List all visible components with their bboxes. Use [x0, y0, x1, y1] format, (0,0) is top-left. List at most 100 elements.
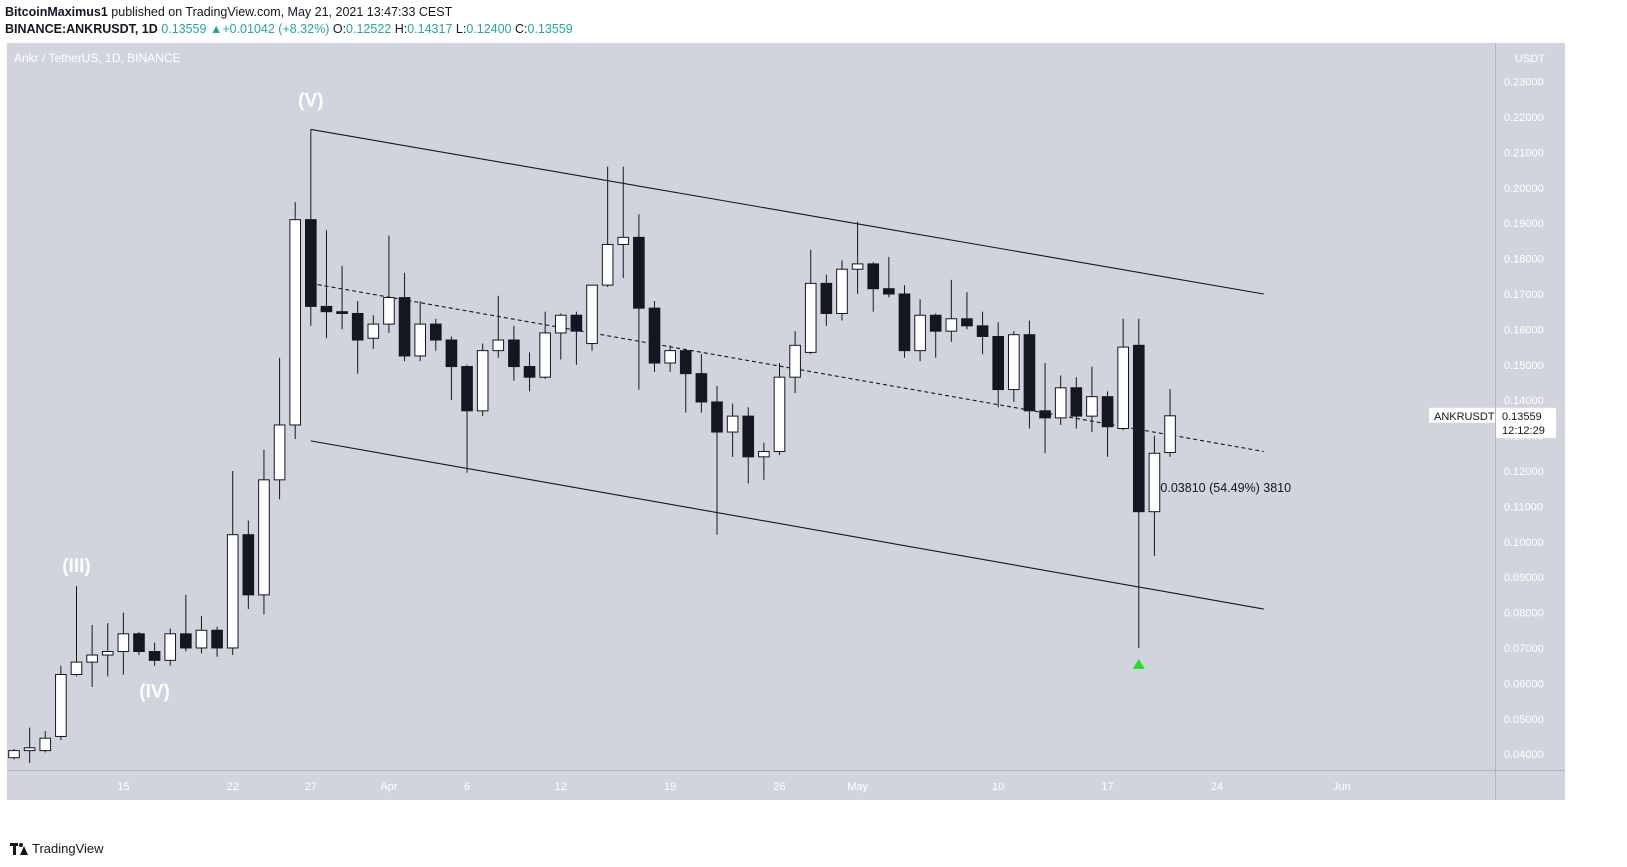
high-label: H: [394, 22, 408, 36]
candle-down [883, 288, 895, 295]
candle-down [211, 629, 223, 649]
candle-down [742, 415, 755, 458]
price-tick-label: 0.06000 [1504, 678, 1544, 690]
change-arrow-icon: ▲ [209, 22, 223, 36]
candle-up [554, 314, 567, 334]
candle-up [8, 750, 20, 759]
candle-up [1164, 415, 1176, 454]
candle-down [305, 219, 317, 307]
candle-up [945, 318, 958, 332]
candle-down [976, 325, 989, 337]
candle-up [226, 534, 239, 649]
candle-up [70, 661, 83, 676]
price-tick-label: 0.23000 [1504, 77, 1544, 89]
candle-down [1023, 334, 1036, 412]
time-tick-label: 24 [1211, 781, 1223, 793]
candle-down [961, 318, 973, 327]
price-tick-label: 0.11000 [1504, 501, 1543, 513]
published-text: published on TradingView.com, May 21, 20… [107, 5, 453, 19]
price-tick-label: 0.17000 [1504, 289, 1544, 301]
candle-up [617, 236, 630, 245]
candle-up [195, 629, 208, 649]
price-tick-label: 0.18000 [1504, 254, 1544, 266]
candle-up [586, 284, 598, 345]
candle-up [1086, 396, 1098, 417]
candle-up [258, 479, 270, 596]
countdown-label: 12:12:29 [1502, 425, 1545, 437]
time-tick-label: 6 [464, 781, 470, 793]
candle-down [898, 293, 911, 352]
high-value: 0.14317 [407, 22, 453, 36]
candle-up [476, 350, 489, 412]
price-tick-label: 0.15000 [1504, 360, 1544, 372]
candle-down [461, 366, 473, 412]
candle-down [867, 263, 880, 290]
time-ticks: 15 22 27 Apr 6 12 19 26 May 10 17 24 Jun [117, 781, 1351, 793]
candle-up [1008, 334, 1020, 391]
time-tick-label: 15 [117, 781, 129, 793]
candle-down [320, 305, 333, 313]
open-label: O: [332, 22, 347, 36]
candle-down [351, 312, 364, 341]
tradingview-logo-icon [10, 842, 28, 855]
candle-down [820, 282, 833, 314]
candle-down [992, 335, 1005, 391]
candle-up [383, 297, 395, 325]
low-label: L: [455, 22, 467, 36]
candle-down [398, 297, 411, 357]
price-tag-box [1496, 407, 1556, 438]
arrow-up-icon [1132, 658, 1145, 669]
price-tick-label: 0.20000 [1504, 183, 1544, 195]
candle-down [1070, 387, 1083, 417]
close-value: 0.13559 [527, 22, 573, 36]
candle-down [429, 323, 442, 341]
author-name[interactable]: BitcoinMaximus1 [5, 5, 108, 19]
candle-down [695, 373, 708, 403]
candle-up [804, 282, 817, 353]
time-tick-label: 10 [992, 781, 1004, 793]
candle-down [633, 236, 645, 309]
time-tick-label: 22 [227, 781, 239, 793]
price-tick-label: 0.22000 [1504, 112, 1544, 124]
last-price-tag: ANKRUSDT 0.13559 12:12:29 [1429, 407, 1556, 438]
candle-down [133, 633, 145, 653]
candle-up [492, 339, 505, 352]
price-tick-label: 0.12000 [1504, 466, 1544, 478]
last-price: 0.13559 [161, 22, 207, 36]
candle-up [164, 633, 177, 661]
price-tick-label: 0.08000 [1504, 608, 1544, 620]
price-tick-label: 0.09000 [1504, 572, 1544, 584]
price-tick-label: 0.21000 [1504, 147, 1544, 159]
candle-up [758, 451, 770, 458]
candle-up [789, 344, 801, 378]
candle-up [726, 415, 739, 433]
candle-up [117, 633, 130, 653]
price-tick-label: 0.14000 [1504, 395, 1544, 407]
price-ticks: 0.04000 0.05000 0.06000 0.07000 0.08000 0.090… [1504, 77, 1544, 762]
candle-down [1132, 344, 1145, 513]
candle-up [539, 332, 551, 378]
time-tick-label: May [847, 781, 868, 793]
candle-up [86, 654, 98, 663]
candle-down [180, 633, 192, 649]
change-value: +0.01042 (+8.32%) [222, 22, 330, 36]
wave-label: (V) [298, 90, 323, 111]
price-tick-label: 0.10000 [1504, 537, 1544, 549]
time-tick-label: Apr [380, 781, 397, 793]
candle-up [914, 314, 926, 352]
candle-up [851, 263, 864, 270]
price-tick-label: 0.04000 [1504, 749, 1544, 761]
open-value: 0.12522 [346, 22, 392, 36]
time-tick-label: 26 [773, 781, 785, 793]
time-tick-label: 17 [1101, 781, 1113, 793]
close-label: C: [515, 22, 528, 36]
time-tick-label: 19 [664, 781, 676, 793]
currency-label: USDT [1515, 53, 1545, 65]
time-axis[interactable] [7, 770, 1495, 800]
symbol-line: BINANCE:ANKRUSDT, 1D 0.13559 ▲+0.01042 (… [5, 22, 573, 36]
candle-down [242, 534, 255, 596]
channel-line-upper [310, 128, 1264, 295]
footer-brand[interactable]: TradingView [32, 841, 104, 856]
price-tick-label: 0.07000 [1504, 643, 1544, 655]
